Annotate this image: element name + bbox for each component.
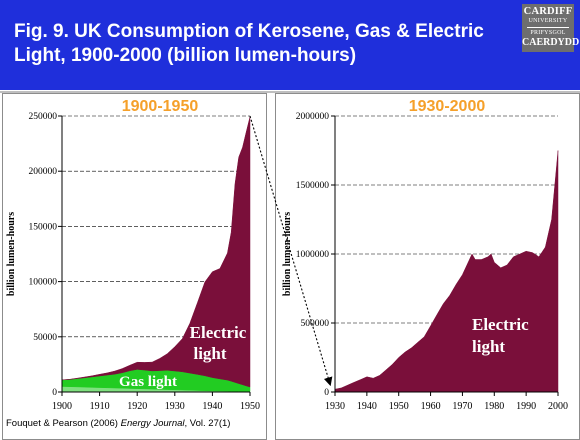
- right-y-axis-label: billion lumen-hours: [282, 212, 293, 296]
- right-chart-title: 1930-2000: [409, 98, 486, 115]
- left-ytick-label-2: 100000: [29, 278, 58, 288]
- right-ytick-label-0: 0: [324, 388, 329, 398]
- right-ytick-label-1: 500000: [301, 319, 330, 329]
- right-ytick-label-4: 2000000: [296, 112, 330, 122]
- left-area-electric-light: [61, 116, 251, 388]
- right-xtick-label-3: 1960: [421, 401, 441, 412]
- source-prefix: Fouquet & Pearson (2006): [6, 418, 121, 429]
- left-xtick-label-4: 1940: [202, 401, 222, 412]
- left-ytick-label-4: 200000: [29, 167, 58, 177]
- right-chart: 0 500000 1000000 1500000 2000000 1930 1940 1950…: [282, 98, 568, 412]
- left-xtick-label-2: 1920: [127, 401, 147, 412]
- left-chart: 0 50000 100000 150000 200000 250000 1900 1910 19…: [6, 98, 260, 412]
- left-chart-title: 1900-1950: [122, 98, 199, 115]
- logo-line1: CARDIFF: [523, 6, 573, 17]
- logo-separator: [527, 27, 569, 28]
- left-ytick-label-3: 150000: [29, 222, 58, 232]
- connector-arrow: [249, 115, 333, 387]
- left-annotation-electric-line1: Electric: [190, 323, 247, 342]
- left-annotation-electric-line2: light: [193, 344, 226, 363]
- logo-line4: CAERDYDD: [522, 37, 580, 48]
- left-ytick-label-5: 250000: [29, 112, 58, 122]
- right-area-electric-light: [334, 150, 559, 393]
- source-citation: Fouquet & Pearson (2006) Energy Journal,…: [6, 418, 230, 429]
- source-journal: Energy Journal: [120, 418, 185, 429]
- right-xtick-label-4: 1970: [452, 401, 472, 412]
- right-ytick-label-2: 1000000: [296, 250, 330, 260]
- left-y-axis-label: billion lumen-hours: [6, 212, 17, 296]
- right-ytick-label-3: 1500000: [296, 181, 330, 191]
- right-xtick-label-0: 1930: [325, 401, 345, 412]
- right-annotation-electric-line2: light: [472, 337, 505, 356]
- left-xtick-label-5: 1950: [240, 401, 260, 412]
- logo-line2: UNIVERSITY: [528, 18, 568, 24]
- source-suffix: , Vol. 27(1): [184, 418, 231, 429]
- university-logo: CARDIFF UNIVERSITY PRIFYSGOL CAERDYDD: [522, 4, 580, 52]
- left-xtick-label-0: 1900: [52, 401, 72, 412]
- right-annotation-electric-line1: Electric: [472, 315, 529, 334]
- left-ytick-label-1: 50000: [33, 333, 57, 343]
- logo-line3: PRIFYSGOL: [530, 30, 566, 36]
- left-xtick-label-3: 1930: [165, 401, 185, 412]
- right-xtick-label-6: 1990: [516, 401, 536, 412]
- left-xtick-label-1: 1910: [90, 401, 110, 412]
- right-xtick-label-2: 1950: [389, 401, 409, 412]
- page-title: Fig. 9. UK Consumption of Kerosene, Gas …: [14, 21, 484, 66]
- right-xtick-label-7: 2000: [548, 401, 568, 412]
- header-banner: Fig. 9. UK Consumption of Kerosene, Gas …: [0, 0, 580, 90]
- left-annotation-gas: Gas light: [119, 374, 177, 390]
- right-xtick-label-1: 1940: [357, 401, 377, 412]
- left-ytick-label-0: 0: [52, 388, 57, 398]
- header-divider: [0, 91, 580, 93]
- right-xtick-label-5: 1980: [484, 401, 504, 412]
